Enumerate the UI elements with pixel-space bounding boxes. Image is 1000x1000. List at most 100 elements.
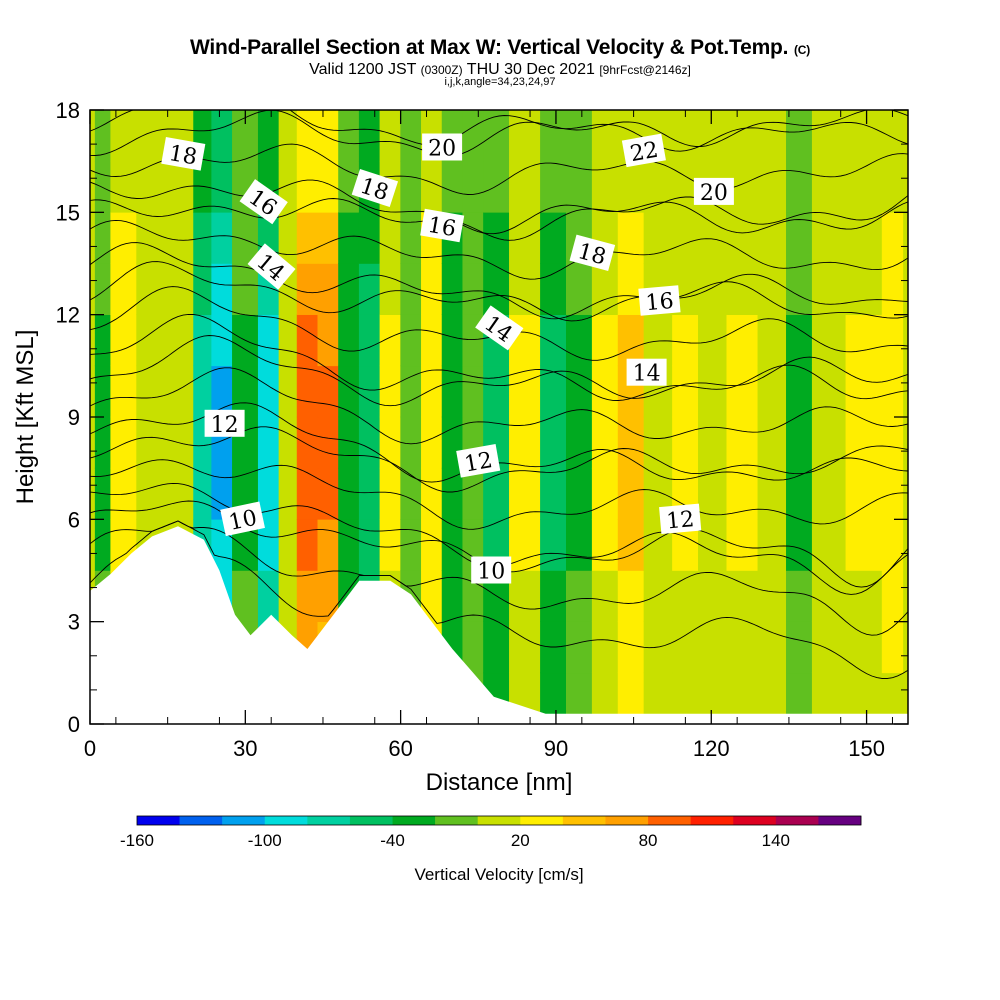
contour-label-box [693,177,734,205]
w-cell [881,519,904,571]
w-cell [278,570,298,622]
w-cell [698,263,728,315]
w-cell [296,212,319,264]
w-cell [421,160,443,213]
w-cell [672,212,699,264]
terrain-mask [90,526,908,724]
w-cell [757,365,787,418]
w-cell [726,519,759,571]
w-cell [257,570,280,622]
colorbar-swatch [349,816,393,825]
w-cell [786,365,813,418]
w-cell [110,110,137,162]
w-cell [811,263,847,315]
w-cell [540,570,567,622]
theta-contour [90,335,908,407]
w-cell [462,160,484,213]
contour-label-box [247,243,296,290]
w-cell [698,519,728,571]
contour-label-text: 18 [167,141,199,170]
colorbar-tick-label: -100 [248,831,282,850]
w-cell [296,365,319,418]
w-cell [211,110,233,162]
w-cell [462,263,484,315]
contour-label-12: 12 [456,444,501,478]
w-cell [757,160,787,213]
w-cell [379,519,401,571]
w-cell [317,519,339,571]
w-cell [317,416,339,469]
colorbar-swatch [775,816,819,825]
w-cell [811,519,847,571]
w-cell [786,467,813,520]
w-cell [483,160,510,213]
theta-contour [90,242,908,320]
colorbar-swatch [392,816,436,825]
w-cell [167,314,194,367]
w-cell [317,212,339,264]
w-cell [566,314,593,367]
w-cell [566,110,593,162]
colorbar-swatch [690,816,734,825]
x-tick-label: 30 [233,736,257,761]
valid-utc: (0300Z) [420,63,463,77]
w-cell [786,519,813,571]
contour-label-box [475,305,524,351]
w-cell [110,416,137,469]
w-cell [257,110,280,162]
w-cell [211,160,233,213]
w-cell [338,110,360,162]
w-cell [698,212,728,264]
w-cell [167,365,194,418]
w-cell [136,467,168,520]
w-cell [881,570,904,622]
w-cell [483,263,510,315]
w-cell [540,212,567,264]
theta-contour [90,14,908,75]
section-indices: i,j,k,angle=34,23,24,97 [444,76,556,88]
contour-label-12: 12 [659,503,702,534]
w-cell [617,570,645,622]
x-axis-title: Distance [nm] [426,769,573,796]
w-cell [566,416,593,469]
theta-contour [90,143,908,195]
w-cell [786,110,813,162]
w-cell [441,314,464,367]
contour-label-box [638,285,681,316]
w-cell [296,314,319,367]
w-cell [317,160,339,213]
contour-label-box [626,358,667,386]
y-tick-label: 9 [68,405,80,430]
w-cell [540,365,567,418]
w-cell [400,160,422,213]
contour-label-text: 16 [645,289,675,316]
colorbar-frame [136,815,862,826]
w-cell [193,314,212,367]
contour-label-22: 22 [621,133,666,168]
w-cell [167,263,194,315]
colorbar-swatch [307,816,351,825]
colorbar-swatch [222,816,266,825]
w-cell [136,314,168,367]
theta-contour [90,110,908,152]
w-cell [317,467,339,520]
w-cell [698,467,728,520]
y-tick-label: 0 [68,712,80,737]
w-cell [167,416,194,469]
w-cell [845,365,883,418]
w-cell [379,263,401,315]
contour-label-text: 10 [227,506,260,536]
w-cell [358,365,381,418]
colorbar-swatch [818,816,862,825]
w-cell [845,314,883,367]
theta-contour [90,26,908,69]
w-cell [591,365,619,418]
w-cell [94,519,112,571]
w-cell [358,314,381,367]
w-cell [617,621,645,674]
w-cell [540,160,567,213]
w-cell [566,519,593,571]
w-cell [881,110,904,162]
w-cell [509,416,541,469]
